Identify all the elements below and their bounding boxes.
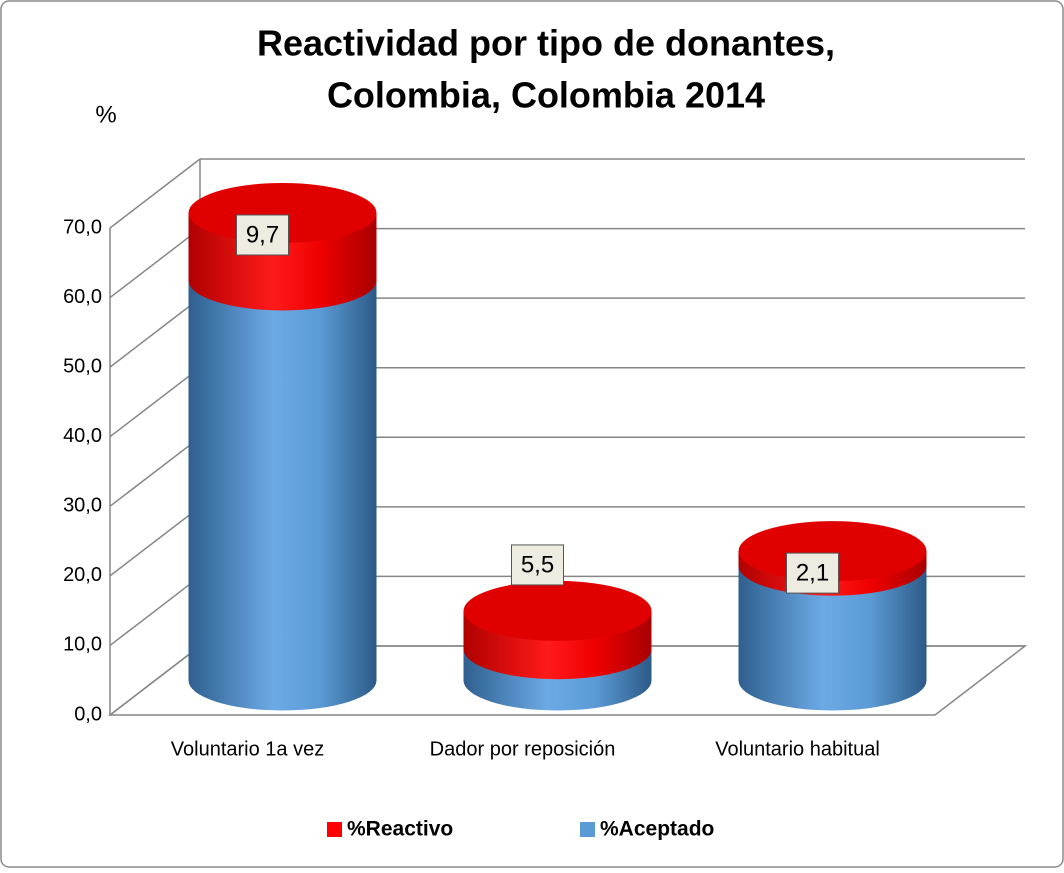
grid-line bbox=[109, 645, 201, 716]
grid-line bbox=[109, 367, 201, 438]
y-tick-label: 70,0 bbox=[63, 216, 102, 238]
chart-title: Colombia, Colombia 2014 bbox=[327, 75, 765, 116]
chart-title: Reactividad por tipo de donantes, bbox=[257, 23, 835, 64]
y-tick-label: 50,0 bbox=[63, 355, 102, 377]
legend-label: %Aceptado bbox=[600, 818, 714, 841]
legend-swatch bbox=[580, 822, 595, 837]
data-label: 2,1 bbox=[796, 559, 829, 586]
cylinder-segment bbox=[188, 280, 377, 711]
y-axis-label: % bbox=[95, 101, 116, 128]
grid-line bbox=[109, 506, 201, 577]
y-tick-label: 20,0 bbox=[63, 564, 102, 586]
cylinder-top bbox=[188, 182, 377, 243]
cylinder-top bbox=[738, 521, 927, 582]
x-tick-label: Voluntario 1a vez bbox=[171, 738, 324, 760]
data-label: 5,5 bbox=[521, 551, 554, 578]
x-tick-label: Voluntario habitual bbox=[715, 738, 880, 760]
grid-line bbox=[109, 297, 201, 368]
y-tick-label: 30,0 bbox=[63, 495, 102, 517]
y-tick-label: 40,0 bbox=[63, 425, 102, 447]
data-label-box bbox=[236, 214, 289, 256]
grid-line bbox=[109, 436, 201, 507]
x-tick-label: Dador por reposición bbox=[430, 738, 616, 760]
grid-line bbox=[109, 158, 201, 229]
legend-label: %Reactivo bbox=[347, 818, 453, 841]
y-tick-label: 60,0 bbox=[63, 286, 102, 308]
cylinder-segment bbox=[738, 565, 927, 711]
grid-line bbox=[109, 227, 201, 299]
y-tick-label: 10,0 bbox=[63, 634, 102, 656]
data-label-box bbox=[511, 544, 564, 586]
cylinder-top bbox=[463, 580, 652, 641]
y-tick-label: 0,0 bbox=[74, 703, 102, 725]
legend-swatch bbox=[327, 822, 342, 837]
data-label-box bbox=[786, 552, 839, 594]
data-label: 9,7 bbox=[246, 221, 279, 248]
grid-line bbox=[109, 575, 201, 647]
